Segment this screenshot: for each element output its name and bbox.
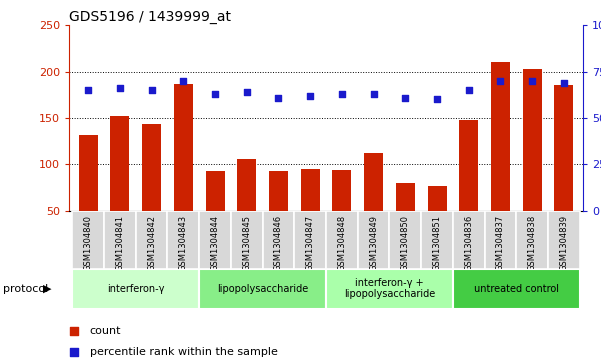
- Bar: [396, 183, 415, 211]
- Bar: [484, 211, 516, 269]
- Point: [115, 85, 124, 91]
- Text: lipopolysaccharide: lipopolysaccharide: [217, 284, 308, 294]
- Bar: [326, 269, 453, 309]
- Point: [84, 87, 93, 93]
- Text: interferon-γ +
lipopolysaccharide: interferon-γ + lipopolysaccharide: [344, 278, 435, 299]
- Text: GSM1304839: GSM1304839: [560, 215, 569, 271]
- Text: GSM1304840: GSM1304840: [84, 215, 93, 271]
- Bar: [79, 135, 97, 211]
- Text: GSM1304844: GSM1304844: [210, 215, 219, 271]
- Text: count: count: [90, 326, 121, 336]
- Text: GSM1304848: GSM1304848: [337, 215, 346, 271]
- Bar: [104, 211, 136, 269]
- Bar: [453, 211, 484, 269]
- Text: protocol: protocol: [3, 284, 48, 294]
- Text: GSM1304849: GSM1304849: [369, 215, 378, 271]
- Point: [528, 78, 537, 84]
- Bar: [206, 171, 225, 211]
- Bar: [516, 211, 548, 269]
- Bar: [294, 211, 326, 269]
- Point: [70, 349, 79, 355]
- Point: [210, 91, 220, 97]
- Text: GDS5196 / 1439999_at: GDS5196 / 1439999_at: [69, 11, 231, 24]
- Bar: [453, 269, 580, 309]
- Text: untreated control: untreated control: [474, 284, 559, 294]
- Point: [496, 78, 505, 84]
- Bar: [300, 169, 320, 211]
- Point: [242, 89, 252, 95]
- Point: [273, 95, 283, 101]
- Text: GSM1304845: GSM1304845: [242, 215, 251, 271]
- Point: [432, 97, 442, 102]
- Bar: [111, 116, 129, 211]
- Text: GSM1304841: GSM1304841: [115, 215, 124, 271]
- Text: GSM1304836: GSM1304836: [465, 215, 473, 272]
- Text: GSM1304837: GSM1304837: [496, 215, 505, 272]
- Point: [147, 87, 156, 93]
- Text: GSM1304846: GSM1304846: [274, 215, 283, 271]
- Bar: [237, 159, 256, 211]
- Text: percentile rank within the sample: percentile rank within the sample: [90, 347, 278, 357]
- Bar: [174, 84, 193, 211]
- Text: GSM1304851: GSM1304851: [433, 215, 442, 271]
- Bar: [459, 120, 478, 211]
- Text: GSM1304842: GSM1304842: [147, 215, 156, 271]
- Bar: [168, 211, 199, 269]
- Bar: [555, 85, 573, 211]
- Bar: [421, 211, 453, 269]
- Bar: [231, 211, 263, 269]
- Point: [178, 78, 188, 84]
- Point: [400, 95, 410, 101]
- Point: [337, 91, 347, 97]
- Text: GSM1304843: GSM1304843: [179, 215, 188, 271]
- Bar: [72, 211, 104, 269]
- Bar: [326, 211, 358, 269]
- Bar: [136, 211, 168, 269]
- Bar: [491, 61, 510, 211]
- Bar: [427, 185, 447, 211]
- Bar: [548, 211, 580, 269]
- Text: GSM1304847: GSM1304847: [306, 215, 315, 271]
- Point: [464, 87, 474, 93]
- Bar: [389, 211, 421, 269]
- Bar: [142, 125, 161, 211]
- Bar: [263, 211, 294, 269]
- Bar: [358, 211, 389, 269]
- Bar: [72, 269, 199, 309]
- Text: GSM1304850: GSM1304850: [401, 215, 410, 271]
- Bar: [364, 153, 383, 211]
- Text: interferon-γ: interferon-γ: [107, 284, 165, 294]
- Text: ▶: ▶: [43, 284, 52, 294]
- Point: [369, 91, 379, 97]
- Bar: [199, 211, 231, 269]
- Bar: [523, 69, 542, 211]
- Point: [70, 328, 79, 334]
- Bar: [269, 171, 288, 211]
- Point: [305, 93, 315, 99]
- Bar: [332, 170, 352, 211]
- Bar: [199, 269, 326, 309]
- Text: GSM1304838: GSM1304838: [528, 215, 537, 272]
- Point: [559, 80, 569, 86]
